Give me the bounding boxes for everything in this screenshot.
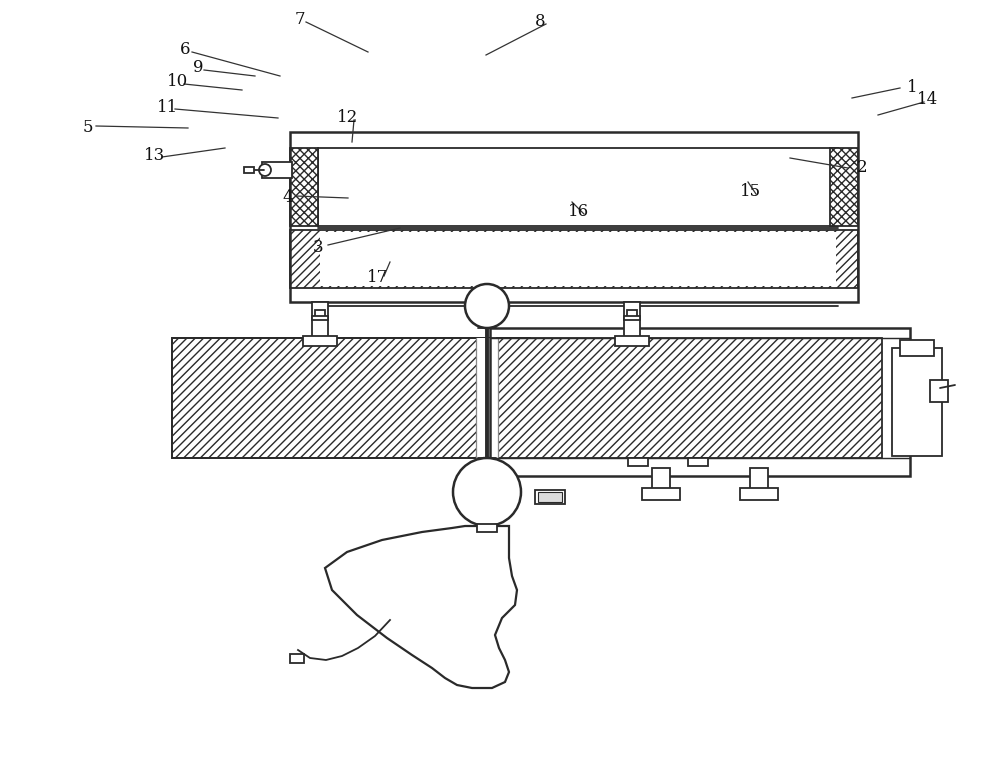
Bar [303, 336, 337, 346]
Bar [624, 302, 640, 344]
Text: 2: 2 [857, 159, 867, 177]
Bar [320, 232, 836, 286]
Bar [312, 316, 328, 320]
Circle shape [453, 458, 521, 526]
Bar [628, 458, 648, 466]
Circle shape [259, 164, 271, 176]
Bar [244, 167, 254, 173]
Text: 10: 10 [167, 74, 189, 90]
Bar [290, 132, 858, 302]
Bar [172, 338, 530, 458]
Circle shape [465, 284, 509, 328]
Bar [740, 488, 778, 500]
Bar [290, 230, 858, 288]
Bar [318, 148, 838, 226]
Bar [688, 458, 708, 466]
Text: 13: 13 [144, 146, 166, 163]
Bar [900, 340, 934, 356]
Bar [312, 302, 328, 344]
Bar [497, 338, 882, 458]
Bar [642, 488, 680, 500]
Bar [892, 348, 942, 456]
Bar [652, 468, 670, 496]
Bar [290, 148, 318, 226]
Bar [615, 336, 649, 346]
Bar [627, 310, 637, 318]
Bar [477, 524, 497, 532]
Bar [930, 380, 948, 402]
Bar [830, 148, 858, 226]
Text: 1: 1 [907, 80, 917, 96]
Bar [262, 162, 292, 178]
Text: 6: 6 [180, 42, 190, 58]
Text: 5: 5 [83, 119, 93, 137]
Text: 17: 17 [367, 269, 389, 286]
Bar [535, 490, 565, 504]
Text: 11: 11 [157, 99, 179, 115]
Text: 3: 3 [313, 240, 323, 257]
Bar [315, 310, 325, 318]
Text: 14: 14 [917, 92, 939, 109]
Text: 8: 8 [535, 14, 545, 30]
Text: 4: 4 [283, 190, 293, 206]
Bar [476, 338, 498, 458]
Text: 12: 12 [337, 109, 359, 127]
Text: 16: 16 [567, 203, 589, 221]
Polygon shape [325, 526, 517, 688]
Text: 7: 7 [295, 11, 305, 29]
Bar [750, 468, 768, 496]
Text: 9: 9 [193, 59, 203, 77]
Bar [624, 316, 640, 320]
Text: 15: 15 [739, 184, 761, 200]
Bar [490, 328, 910, 476]
Bar [290, 654, 304, 663]
Bar [538, 492, 562, 502]
